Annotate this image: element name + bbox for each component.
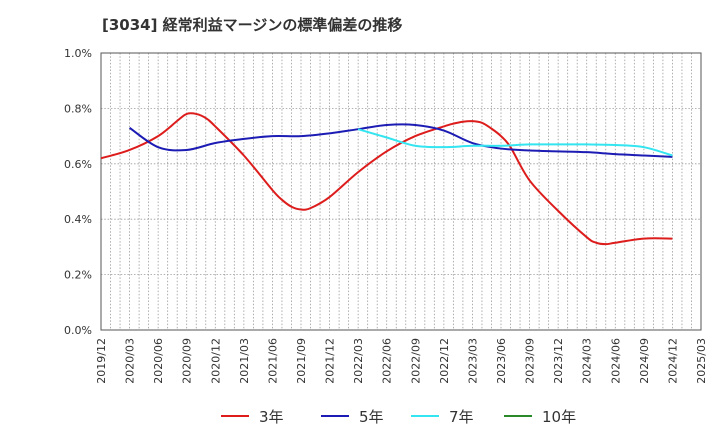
y-tick-label: 0.8% xyxy=(64,102,92,115)
plot-frame xyxy=(100,52,702,331)
chart-title: [3034] 経常利益マージンの標準偏差の推移 xyxy=(102,16,403,34)
x-tick-label: 2020/09 xyxy=(181,338,194,384)
legend-label: 10年 xyxy=(542,407,577,426)
y-tick-label: 0.6% xyxy=(64,158,92,171)
x-tick-label: 2020/03 xyxy=(124,338,137,384)
y-tick-label: 1.0% xyxy=(64,47,92,60)
x-tick-label: 2021/09 xyxy=(295,338,308,384)
x-tick-label: 2021/06 xyxy=(266,338,279,384)
x-tick-label: 2023/12 xyxy=(552,338,565,384)
legend-item: 3年 xyxy=(221,406,284,426)
x-tick-label: 2022/12 xyxy=(438,338,451,384)
series-line-1 xyxy=(128,123,673,158)
x-tick-label: 2023/09 xyxy=(524,338,537,384)
y-tick-label: 0.2% xyxy=(64,269,92,282)
legend-label: 5年 xyxy=(359,407,384,426)
x-tick-label: 2023/03 xyxy=(466,338,479,384)
y-tick-label: 0.4% xyxy=(64,213,92,226)
legend-item: 7年 xyxy=(411,406,474,426)
legend-swatch xyxy=(321,415,349,417)
x-tick-label: 2019/12 xyxy=(95,338,108,384)
legend-label: 3年 xyxy=(259,407,284,426)
x-tick-label: 2020/06 xyxy=(152,338,165,384)
x-tick-label: 2022/09 xyxy=(409,338,422,384)
legend-label: 7年 xyxy=(449,407,474,426)
x-tick-label: 2022/06 xyxy=(381,338,394,384)
legend-item: 10年 xyxy=(504,406,576,426)
x-tick-label: 2023/06 xyxy=(495,338,508,384)
x-tick-label: 2024/09 xyxy=(638,338,651,384)
legend-item: 5年 xyxy=(321,406,384,426)
x-tick-label: 2024/03 xyxy=(581,338,594,384)
x-tick-label: 2020/12 xyxy=(209,338,222,384)
legend-swatch xyxy=(411,415,439,417)
x-tick-label: 2025/03 xyxy=(695,338,708,384)
y-tick-label: 0.0% xyxy=(64,324,92,337)
x-tick-label: 2021/03 xyxy=(238,338,251,384)
x-tick-label: 2022/03 xyxy=(352,338,365,384)
legend-swatch xyxy=(221,415,249,417)
plot-area xyxy=(101,53,701,330)
x-tick-label: 2024/12 xyxy=(666,338,679,384)
legend-swatch xyxy=(504,415,532,417)
series-line-2 xyxy=(357,128,673,157)
x-tick-label: 2021/12 xyxy=(324,338,337,384)
x-tick-label: 2024/06 xyxy=(609,338,622,384)
